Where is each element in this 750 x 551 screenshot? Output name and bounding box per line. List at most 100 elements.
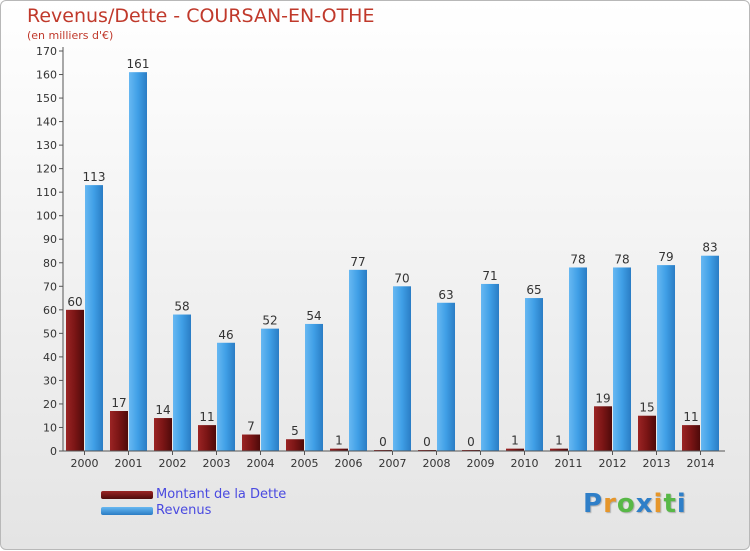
bar-revenue-2012 bbox=[613, 267, 631, 451]
data-label-debt-2013: 15 bbox=[639, 401, 654, 415]
y-tick-label: 120 bbox=[36, 163, 57, 176]
bar-debt-2003 bbox=[198, 425, 216, 451]
y-tick-label: 20 bbox=[43, 398, 57, 411]
data-label-revenue-2010: 65 bbox=[526, 283, 541, 297]
x-tick-label-2009: 2009 bbox=[467, 457, 495, 470]
x-tick-label-2006: 2006 bbox=[335, 457, 363, 470]
bar-debt-2001 bbox=[110, 411, 128, 451]
data-label-debt-2000: 60 bbox=[67, 295, 82, 309]
bar-revenue-2002 bbox=[173, 314, 191, 451]
proxiti-logo: Proxiti bbox=[583, 489, 687, 519]
data-label-revenue-2014: 83 bbox=[702, 241, 717, 255]
data-label-revenue-2009: 71 bbox=[482, 269, 497, 283]
bar-revenue-2010 bbox=[525, 298, 543, 451]
x-tick-label-2008: 2008 bbox=[423, 457, 451, 470]
data-label-debt-2010: 1 bbox=[511, 434, 519, 448]
y-tick-label: 60 bbox=[43, 304, 57, 317]
x-tick-label-2007: 2007 bbox=[379, 457, 407, 470]
logo-letter: t bbox=[663, 489, 677, 519]
y-tick-label: 30 bbox=[43, 374, 57, 387]
y-tick-label: 80 bbox=[43, 257, 57, 270]
data-label-debt-2001: 17 bbox=[111, 396, 126, 410]
y-tick-label: 70 bbox=[43, 280, 57, 293]
y-tick-label: 170 bbox=[36, 45, 57, 58]
x-tick-label-2001: 2001 bbox=[115, 457, 143, 470]
data-label-revenue-2008: 63 bbox=[438, 288, 453, 302]
data-label-revenue-2004: 52 bbox=[262, 314, 277, 328]
bar-debt-2014 bbox=[682, 425, 700, 451]
bar-debt-2010 bbox=[506, 448, 524, 451]
bar-revenue-2009 bbox=[481, 283, 499, 451]
bar-debt-2005 bbox=[286, 439, 304, 451]
data-label-debt-2003: 11 bbox=[199, 410, 214, 424]
bar-revenue-2011 bbox=[569, 267, 587, 451]
x-tick-label-2000: 2000 bbox=[71, 457, 99, 470]
x-tick-label-2005: 2005 bbox=[291, 457, 319, 470]
logo-letter: i bbox=[653, 489, 664, 519]
x-tick-label-2004: 2004 bbox=[247, 457, 275, 470]
data-label-revenue-2003: 46 bbox=[218, 328, 233, 342]
x-tick-label-2013: 2013 bbox=[643, 457, 671, 470]
bar-revenue-2013 bbox=[657, 265, 675, 451]
y-tick-label: 140 bbox=[36, 116, 57, 129]
x-tick-label-2003: 2003 bbox=[203, 457, 231, 470]
logo-letter: i bbox=[676, 489, 687, 519]
y-tick-label: 90 bbox=[43, 233, 57, 246]
data-label-debt-2004: 7 bbox=[247, 420, 255, 434]
data-label-revenue-2013: 79 bbox=[658, 250, 673, 264]
bar-revenue-2008 bbox=[437, 302, 455, 451]
data-label-debt-2007: 0 bbox=[379, 435, 387, 449]
bar-debt-2004 bbox=[242, 434, 260, 451]
y-tick-label: 10 bbox=[43, 421, 57, 434]
x-tick-label-2010: 2010 bbox=[511, 457, 539, 470]
bar-revenue-2007 bbox=[393, 286, 411, 451]
bar-revenue-2001 bbox=[129, 72, 147, 452]
data-label-revenue-2012: 78 bbox=[614, 252, 629, 266]
logo-letter: o bbox=[616, 489, 636, 519]
bar-debt-2006 bbox=[330, 448, 348, 451]
data-label-revenue-2007: 70 bbox=[394, 271, 409, 285]
bar-revenue-2003 bbox=[217, 342, 235, 451]
legend-label-revenue: Revenus bbox=[156, 503, 212, 518]
legend-swatch-revenue bbox=[101, 507, 153, 515]
logo-letter: r bbox=[603, 489, 617, 519]
data-label-debt-2012: 19 bbox=[595, 391, 610, 405]
data-label-revenue-2001: 161 bbox=[127, 57, 150, 71]
data-label-revenue-2000: 113 bbox=[83, 170, 106, 184]
bar-revenue-2014 bbox=[701, 255, 719, 451]
x-tick-label-2014: 2014 bbox=[687, 457, 715, 470]
y-tick-label: 100 bbox=[36, 210, 57, 223]
y-tick-label: 130 bbox=[36, 139, 57, 152]
chart-title: Revenus/Dette - COURSAN-EN-OTHE bbox=[27, 5, 375, 27]
chart-subtitle: (en milliers d'€) bbox=[27, 29, 114, 42]
data-label-debt-2006: 1 bbox=[335, 434, 343, 448]
y-tick-label: 150 bbox=[36, 92, 57, 105]
data-label-revenue-2006: 77 bbox=[350, 255, 365, 269]
data-label-debt-2005: 5 bbox=[291, 424, 299, 438]
bar-debt-2000 bbox=[66, 309, 84, 451]
bar-debt-2011 bbox=[550, 448, 568, 451]
bar-debt-2002 bbox=[154, 418, 172, 451]
data-label-revenue-2011: 78 bbox=[570, 252, 585, 266]
data-label-revenue-2005: 54 bbox=[306, 309, 321, 323]
y-tick-label: 50 bbox=[43, 327, 57, 340]
bar-revenue-2005 bbox=[305, 323, 323, 451]
bar-revenue-2006 bbox=[349, 269, 367, 451]
data-label-debt-2011: 1 bbox=[555, 434, 563, 448]
data-label-debt-2002: 14 bbox=[155, 403, 170, 417]
logo-letter: P bbox=[583, 489, 604, 519]
y-tick-label: 0 bbox=[50, 445, 57, 458]
data-label-debt-2008: 0 bbox=[423, 435, 431, 449]
legend-label-debt: Montant de la Dette bbox=[156, 487, 287, 502]
y-tick-label: 40 bbox=[43, 351, 57, 364]
x-tick-label-2012: 2012 bbox=[599, 457, 627, 470]
y-tick-label: 110 bbox=[36, 186, 57, 199]
bar-revenue-2000 bbox=[85, 185, 103, 451]
data-label-debt-2014: 11 bbox=[683, 410, 698, 424]
y-tick-label: 160 bbox=[36, 69, 57, 82]
legend-swatch-debt bbox=[101, 491, 153, 499]
data-label-debt-2009: 0 bbox=[467, 435, 475, 449]
bar-debt-2013 bbox=[638, 415, 656, 451]
